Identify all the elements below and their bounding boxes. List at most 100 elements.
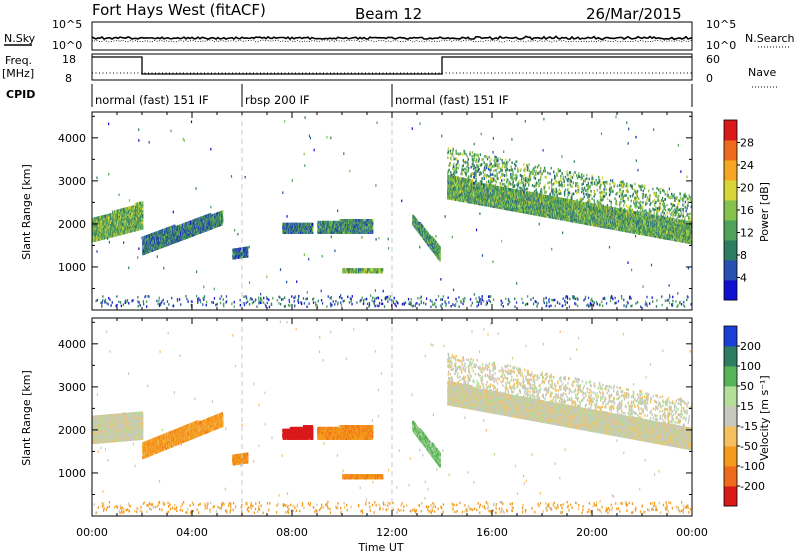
- echo-cell: [439, 256, 441, 260]
- freq-strip: Freq. [MHz] 18 8 60 0 Nave: [2, 53, 778, 88]
- echo-cell: [452, 147, 454, 151]
- echo-cell: [182, 232, 185, 237]
- echo-cell: [221, 216, 224, 220]
- echo-cell: [95, 228, 98, 232]
- echo-cell: [141, 222, 144, 226]
- echo-cell: [464, 167, 466, 171]
- echo-cell: [134, 218, 136, 222]
- echo-cell: [95, 226, 98, 230]
- echo-cell: [311, 228, 314, 232]
- echo-cell: [345, 228, 348, 232]
- echo-cell: [418, 222, 420, 226]
- echo-cell: [100, 237, 102, 241]
- echo-cell: [456, 170, 458, 174]
- echo-cell: [463, 187, 465, 191]
- echo-cell: [135, 204, 137, 208]
- echo-cell: [453, 157, 455, 161]
- echo-cell: [381, 270, 383, 274]
- echo-cell: [235, 248, 238, 252]
- echo-cell: [311, 222, 314, 226]
- echo-cell: [171, 241, 173, 245]
- echo-cell: [453, 162, 455, 166]
- echo-cell: [459, 152, 462, 155]
- freq-label: Freq.: [5, 54, 32, 67]
- nsearch-trace: [91, 39, 692, 43]
- echo-cell: [447, 170, 449, 173]
- echo-cell: [450, 192, 452, 197]
- echo-cell: [371, 226, 374, 230]
- echo-cell: [221, 214, 223, 218]
- noise-strip: N.Sky 10^5 10^0 10^5 10^0 N.Search: [4, 18, 795, 52]
- echo-cell: [374, 268, 376, 272]
- echo-cell: [155, 241, 158, 245]
- echo-cell: [130, 207, 133, 212]
- echo-cell: [284, 228, 286, 232]
- echo-cell: [447, 182, 450, 186]
- nsky-label: N.Sky: [4, 32, 36, 45]
- echo-cell: [323, 226, 325, 230]
- echo-cell: [368, 219, 370, 223]
- echo-cell: [371, 228, 374, 232]
- echo-cell: [97, 226, 100, 230]
- cpid-segment-label: normal (fast) 151 IF: [95, 93, 209, 107]
- echo-cell: [349, 220, 352, 225]
- echo-cell: [155, 243, 157, 247]
- cpid-strip: CPID normal (fast) 151 IF rbsp 200 IF norm…: [6, 84, 693, 107]
- echo-cell: [336, 230, 339, 234]
- echo-cell: [135, 226, 138, 230]
- echo-cell: [125, 213, 127, 217]
- echo-cell: [456, 166, 458, 170]
- echo-cell: [307, 222, 310, 226]
- echo-cell: [172, 234, 175, 238]
- echo-cell: [190, 220, 192, 224]
- echo-cell: [160, 237, 162, 241]
- echo-cell: [135, 224, 138, 228]
- echo-cell: [457, 166, 459, 170]
- echo-cell: [188, 223, 190, 227]
- echo-cell: [353, 222, 355, 226]
- echo-cell: [103, 228, 106, 232]
- echo-cell: [136, 208, 139, 212]
- echo-cell: [457, 152, 459, 155]
- echo-cell: [420, 229, 423, 233]
- echo-cell: [246, 252, 249, 256]
- nsearch-tick-top: 10^5: [706, 18, 736, 31]
- echo-cell: [141, 208, 144, 213]
- echo-cell: [285, 224, 287, 228]
- echo-cell: [119, 208, 121, 213]
- echo-cell: [455, 157, 457, 161]
- echo-cell: [354, 224, 356, 228]
- echo-cell: [456, 163, 458, 166]
- echo-cell: [141, 207, 144, 211]
- freq-tick-bottom: 8: [65, 72, 72, 85]
- echo-cell: [202, 221, 205, 225]
- echo-cell: [319, 224, 321, 228]
- echo-cell: [105, 214, 107, 218]
- echo-cell: [284, 226, 286, 230]
- echo-cell: [141, 216, 144, 220]
- echo-cell: [365, 226, 368, 230]
- echo-cell: [453, 165, 455, 169]
- echo-cell: [123, 207, 126, 211]
- echo-cell: [432, 241, 435, 245]
- echo-cell: [236, 248, 239, 252]
- echo-cell: [465, 161, 467, 164]
- echo-cell: [135, 212, 137, 216]
- echo-cell: [453, 185, 455, 189]
- echo-cell: [141, 210, 144, 214]
- echo-cell: [205, 220, 207, 224]
- echo-cell: [143, 249, 145, 253]
- echo-cell: [324, 226, 326, 230]
- echo-cell: [299, 224, 301, 228]
- echo-cell: [461, 165, 464, 168]
- echo-cell: [460, 185, 463, 189]
- echo-cell: [465, 172, 467, 176]
- echo-cell: [466, 165, 468, 168]
- echo-cell: [127, 222, 129, 226]
- echo-cell: [365, 270, 368, 274]
- echo-cell: [463, 150, 466, 154]
- echo-cell: [462, 164, 464, 167]
- echo-cell: [120, 210, 123, 214]
- echo-cell: [462, 168, 464, 172]
- echo-cell: [452, 149, 454, 152]
